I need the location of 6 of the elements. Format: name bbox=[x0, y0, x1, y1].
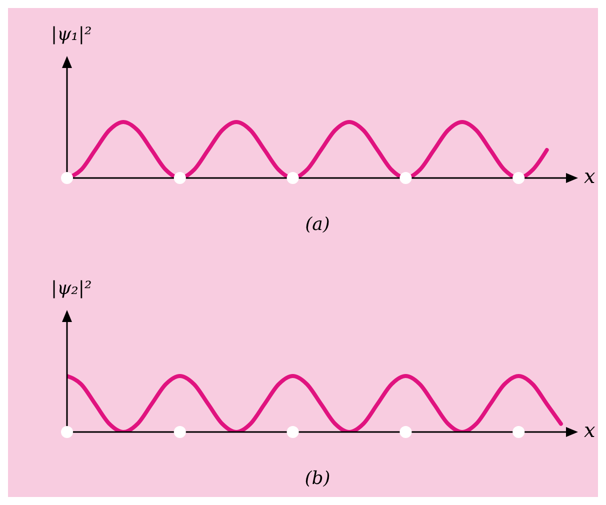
text: (a) bbox=[304, 214, 331, 235]
x-axis-title: x bbox=[584, 418, 596, 442]
text: (b) bbox=[304, 468, 332, 489]
x-axis-title: x bbox=[584, 164, 596, 188]
y-axis-title: |ψ₂|² bbox=[51, 278, 92, 299]
y-axis-title: |ψ₁|² bbox=[51, 24, 92, 45]
